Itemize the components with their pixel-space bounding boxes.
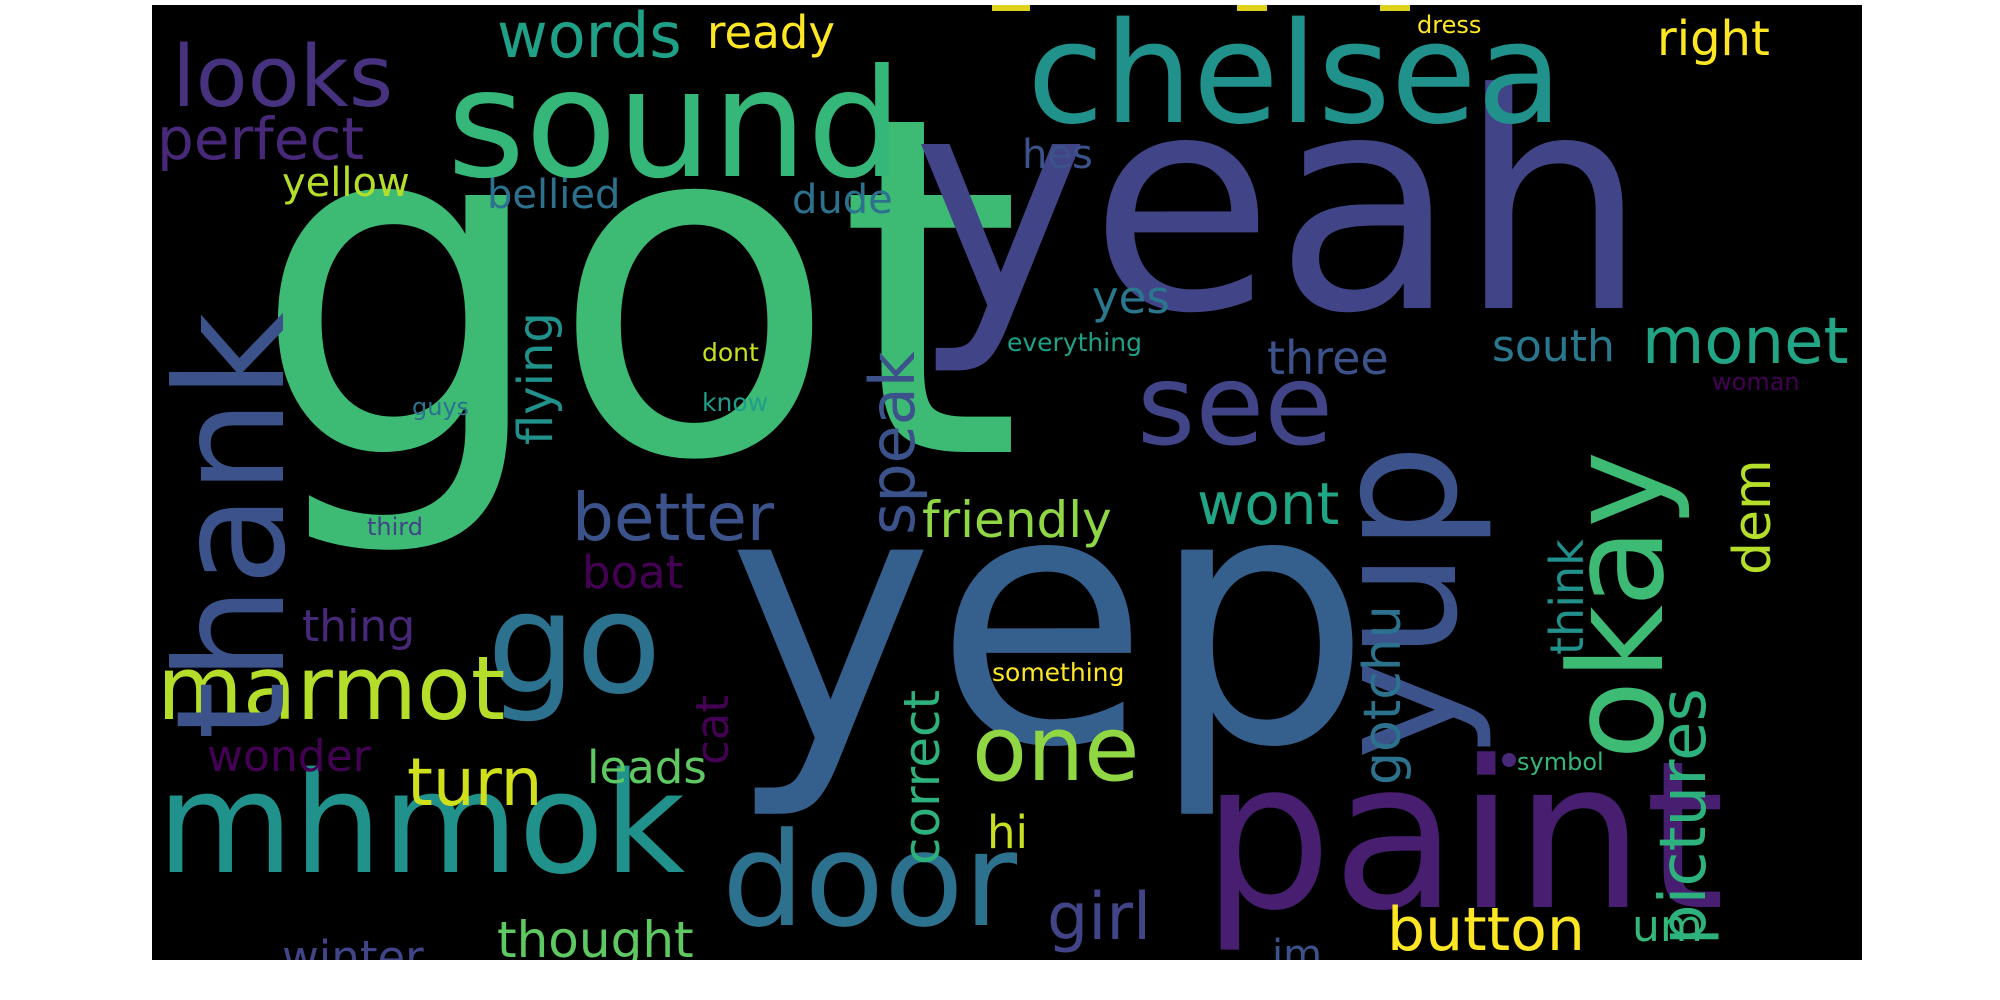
- word-turn: turn: [407, 744, 543, 821]
- word-gotchu: gotchu: [1353, 605, 1413, 785]
- word-paint: paint: [1202, 718, 1726, 956]
- word-girl: girl: [1047, 880, 1152, 955]
- word-flying: flying: [508, 312, 564, 445]
- word-marmot: marmot: [157, 637, 506, 740]
- word-thing: thing: [302, 601, 416, 652]
- word-chelsea: chelsea: [1027, 5, 1563, 156]
- word-hi: hi: [987, 806, 1029, 859]
- word-words: words: [497, 5, 682, 72]
- word-im: im: [1272, 932, 1323, 960]
- word-pictures: pictures: [1647, 688, 1721, 945]
- word-better: better: [572, 479, 774, 556]
- word-third: third: [367, 513, 423, 541]
- word-yep: yep: [727, 416, 1372, 824]
- word-three: three: [1267, 331, 1389, 385]
- word-looks: looks: [172, 28, 394, 127]
- word-yes: yes: [1092, 271, 1170, 324]
- top-edge-fragment: [992, 5, 1030, 11]
- word-got: got: [252, 16, 1023, 563]
- word-ready: ready: [707, 6, 835, 59]
- word-correct: correct: [893, 689, 951, 865]
- word-boat: boat: [582, 546, 684, 599]
- word-symbol: symbol: [1517, 748, 1604, 776]
- word-wonder: wonder: [207, 731, 371, 782]
- word-dont: dont: [702, 338, 759, 367]
- word-cloud: got yeah yep paint chelsea sound mhmok d…: [152, 5, 1862, 960]
- word-hes: hes: [1022, 132, 1093, 178]
- word-dude: dude: [792, 177, 893, 223]
- word-door: door: [722, 804, 1018, 956]
- word-everything: everything: [1007, 328, 1142, 357]
- word-um: um: [1632, 901, 1703, 952]
- word-think: think: [1540, 539, 1594, 655]
- word-yellow: yellow: [282, 160, 410, 206]
- word-wont: wont: [1197, 470, 1340, 538]
- word-winter: winter: [282, 931, 424, 960]
- word-monet: monet: [1642, 305, 1849, 379]
- top-edge-fragment: [1237, 5, 1267, 11]
- word-know: know: [702, 388, 769, 417]
- word-cat: cat: [686, 695, 739, 765]
- word-go: go: [487, 563, 662, 726]
- word-yeah: yeah: [912, 30, 1649, 379]
- word-thank: thank: [152, 312, 319, 740]
- word-thought: thought: [497, 911, 694, 960]
- word-mhmok: mhmok: [157, 743, 686, 906]
- word-south: south: [1492, 321, 1615, 372]
- word-see: see: [1137, 341, 1334, 471]
- word-sound: sound: [447, 38, 903, 212]
- word-speak: speak: [856, 351, 929, 535]
- word-one: one: [972, 697, 1140, 802]
- top-edge-fragment: [1380, 5, 1410, 11]
- word-bellied: bellied: [487, 172, 621, 218]
- word-woman: woman: [1712, 368, 1800, 396]
- word-something: something: [992, 658, 1125, 687]
- word-dress: dress: [1417, 11, 1482, 39]
- dot-mark: [1502, 753, 1516, 767]
- word-right: right: [1657, 11, 1770, 67]
- word-dem: dem: [1723, 459, 1783, 575]
- word-perfect: perfect: [157, 105, 365, 173]
- word-leads: leads: [587, 741, 707, 794]
- word-button: button: [1387, 895, 1585, 960]
- word-friendly: friendly: [922, 491, 1112, 549]
- word-guys: guys: [412, 393, 470, 421]
